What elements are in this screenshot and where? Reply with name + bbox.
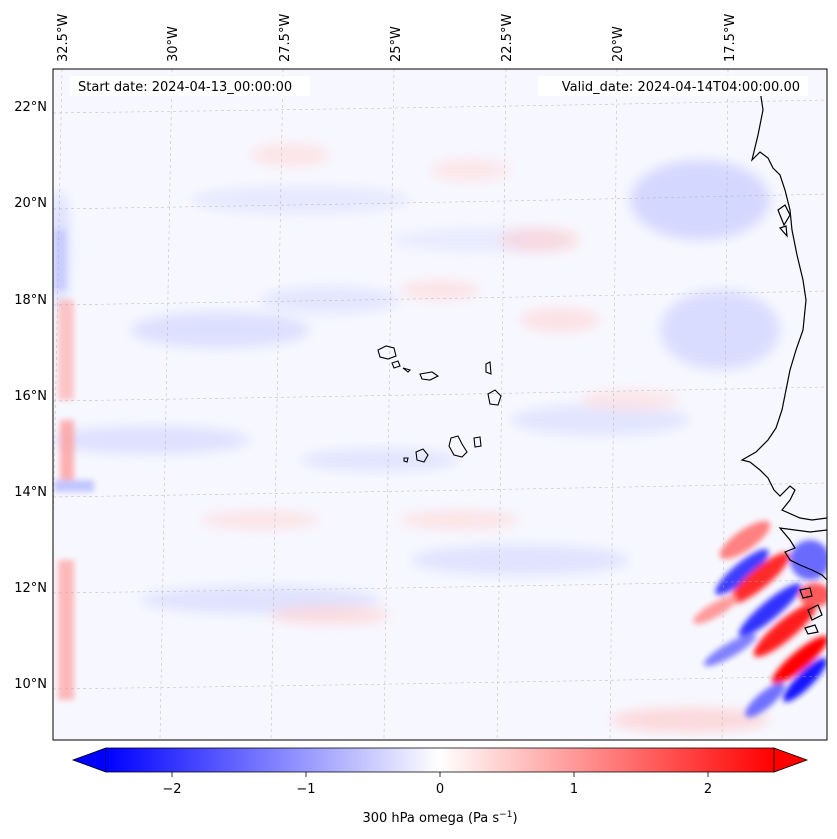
lat-label: 10°N (14, 677, 47, 692)
latitude-labels: 22°N 20°N 18°N 16°N 14°N 12°N 10°N (14, 100, 47, 692)
lon-label: 25°W (389, 26, 404, 62)
valid-date-label: Valid_date: 2024-04-14T04:00:00.00 (562, 80, 800, 95)
lat-label: 16°N (14, 389, 47, 404)
colorbar: −2 −1 0 1 2 300 hPa omega (Pa s−1) (71, 747, 809, 826)
map-gridlines (53, 69, 827, 740)
colorbar-tick-label: −2 (162, 782, 181, 797)
lon-label: 32.5°W (56, 14, 71, 62)
colorbar-label: 300 hPa omega (Pa s−1) (362, 810, 517, 826)
map-plot-area: Start date: 2024-04-13_00:00:00 Valid_da… (52, 68, 828, 741)
map-frame (52, 68, 828, 741)
colorbar-tick-label: 0 (436, 782, 444, 797)
longitude-labels: 32.5°W 30°W 27.5°W 25°W 22.5°W 20°W 17.5… (56, 14, 738, 62)
lat-label: 22°N (14, 100, 47, 115)
start-date-box (70, 76, 310, 96)
lon-label: 22.5°W (500, 14, 515, 62)
africa-coastline-south (778, 527, 827, 581)
lon-label: 17.5°W (723, 14, 738, 62)
africa-coastline (740, 89, 827, 521)
lat-label: 18°N (14, 293, 47, 308)
lat-label: 14°N (14, 485, 47, 500)
colorbar-max-extend (773, 747, 809, 773)
colorbar-min-extend (71, 747, 107, 773)
colorbar-tick-label: −1 (296, 782, 315, 797)
lon-label: 20°W (611, 26, 626, 62)
colorbar-tick-label: 2 (704, 782, 712, 797)
omega-field (53, 143, 827, 732)
start-date-label: Start date: 2024-04-13_00:00:00 (78, 80, 292, 95)
lon-label: 30°W (166, 26, 181, 62)
lat-label: 20°N (14, 196, 47, 211)
valid-date-box (538, 76, 808, 96)
colorbar-gradient (106, 748, 774, 772)
lat-label: 12°N (14, 581, 47, 596)
colorbar-tick-label: 1 (570, 782, 578, 797)
lon-label: 27.5°W (278, 14, 293, 62)
cape-verde-islands (377, 345, 502, 463)
coastlines (377, 89, 827, 635)
